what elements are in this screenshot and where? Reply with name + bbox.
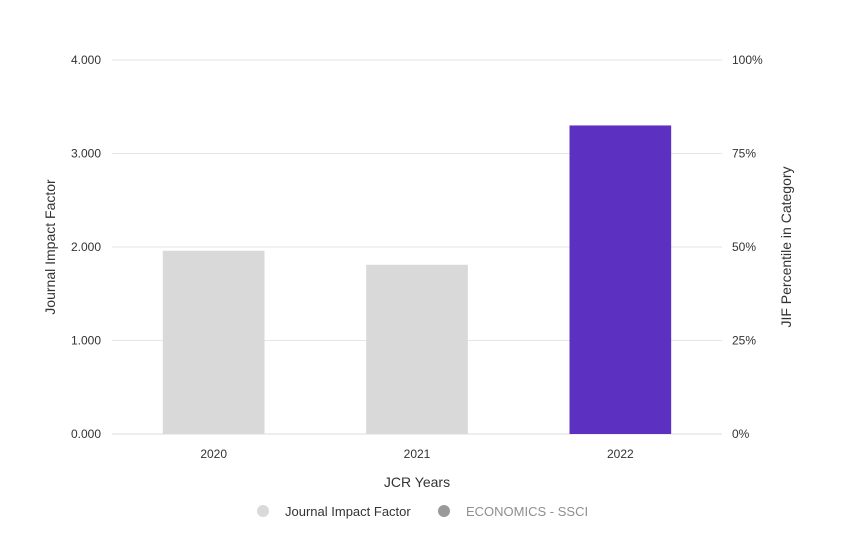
left-axis-ticks: 0.000 1.000 2.000 3.000 4.000 <box>71 53 101 441</box>
y-tick-label: 0.000 <box>71 427 101 441</box>
legend-marker-category <box>438 505 450 517</box>
bar-2021[interactable] <box>366 264 468 434</box>
x-tick-label: 2020 <box>200 447 227 461</box>
legend-item-category[interactable]: ECONOMICS - SSCI <box>438 504 588 519</box>
y-tick-label: 3.000 <box>71 147 101 161</box>
y-right-tick-label: 25% <box>732 334 756 348</box>
legend: Journal Impact Factor ECONOMICS - SSCI <box>257 504 588 519</box>
legend-label-category: ECONOMICS - SSCI <box>466 504 588 519</box>
x-tick-label: 2021 <box>404 447 431 461</box>
y-right-tick-label: 0% <box>732 427 750 441</box>
y-right-tick-label: 50% <box>732 240 756 254</box>
bar-2022[interactable] <box>569 125 672 434</box>
y-tick-label: 1.000 <box>71 334 101 348</box>
x-tick-label: 2022 <box>607 447 634 461</box>
bar-2020[interactable] <box>162 250 265 434</box>
right-axis-ticks: 0% 25% 50% 75% 100% <box>732 53 763 441</box>
legend-marker-jif <box>257 505 269 517</box>
y-tick-label: 2.000 <box>71 240 101 254</box>
y-axis-title: Journal Impact Factor <box>42 179 58 315</box>
x-axis-ticks: 2020 2021 2022 <box>200 447 634 461</box>
y-tick-label: 4.000 <box>71 53 101 67</box>
y-axis-right-title: JIF Percentile in Category <box>778 166 794 327</box>
legend-item-jif[interactable]: Journal Impact Factor <box>257 504 411 519</box>
y-right-tick-label: 100% <box>732 53 763 67</box>
bars <box>162 125 672 434</box>
legend-label-jif: Journal Impact Factor <box>285 504 411 519</box>
y-right-tick-label: 75% <box>732 147 756 161</box>
x-axis-title: JCR Years <box>384 474 450 490</box>
